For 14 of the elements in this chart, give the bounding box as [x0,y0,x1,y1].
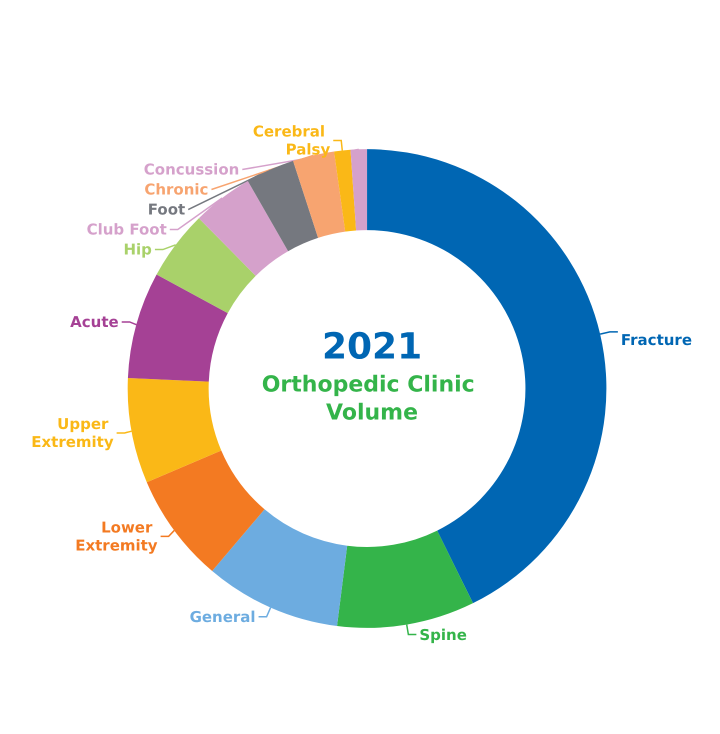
slice-label: Club Foot [86,220,167,239]
slice-label: Fracture [620,330,692,349]
slice-label: Upper Extremity [31,414,114,451]
slice-label: Acute [70,312,119,331]
slice-label: Lower Extremity [75,518,158,554]
slice-label: Concussion [144,160,240,179]
slice-label: Hip [123,240,152,259]
slice-label: General [190,608,256,626]
text: 2021 [322,326,422,368]
slice-label: Chronic [144,180,208,199]
slice-label: Spine [419,626,467,644]
slice-label: Cerebral Palsy [252,122,330,159]
text: Orthopedic Clinic Volume [262,372,482,426]
slice-label: Foot [148,200,186,219]
